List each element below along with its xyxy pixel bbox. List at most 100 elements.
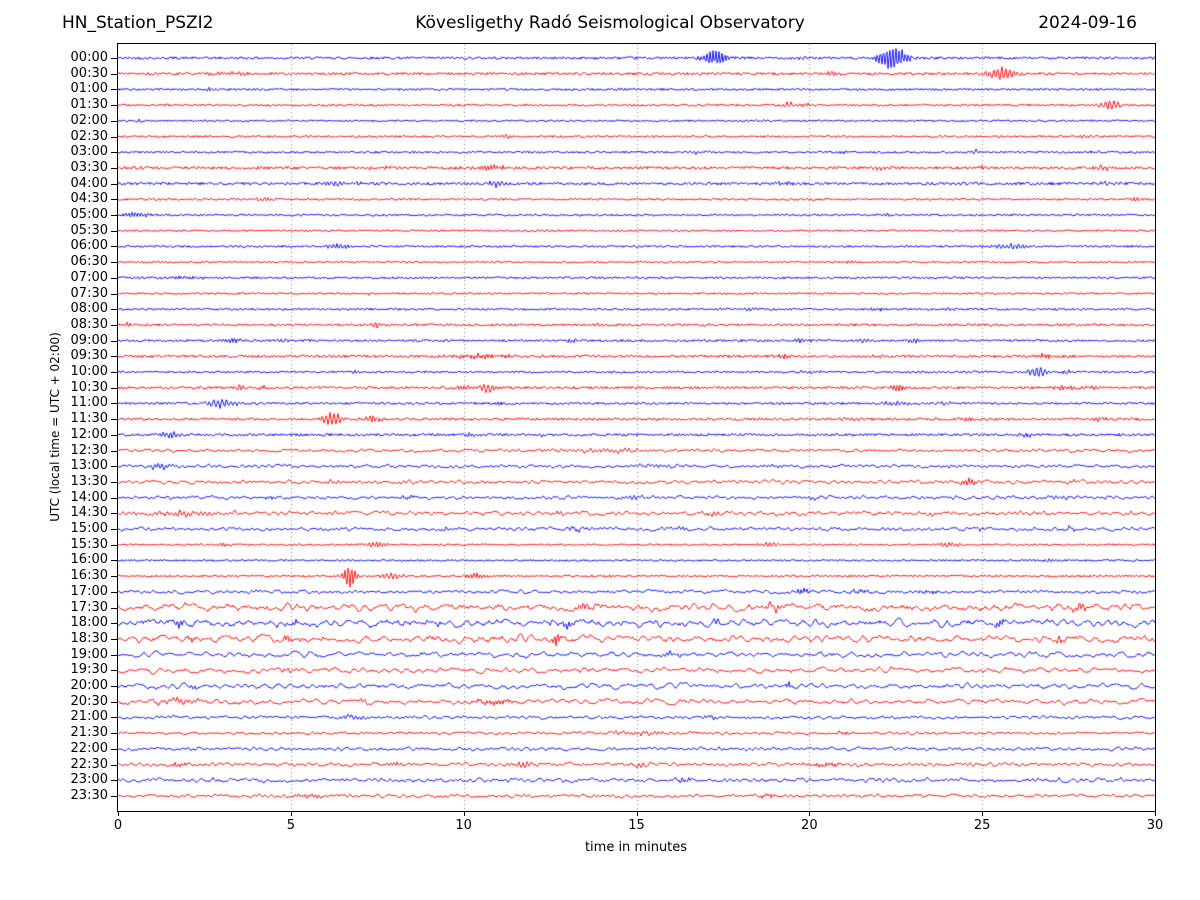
station-title: HN_Station_PSZI2: [62, 13, 214, 33]
y-tick-mark: [111, 356, 117, 358]
y-tick-label: 20:30: [70, 693, 108, 709]
x-tick-mark: [118, 811, 119, 816]
y-tick-label: 22:30: [70, 756, 108, 772]
y-tick-label: 00:00: [70, 50, 108, 65]
y-tick-label: 12:30: [70, 442, 108, 458]
y-tick-mark: [111, 764, 117, 766]
y-tick-label: 06:00: [70, 238, 108, 254]
y-tick-mark: [111, 529, 117, 530]
seismogram-canvas: [118, 44, 1155, 811]
y-tick-mark: [111, 403, 117, 405]
y-tick-mark: [111, 686, 117, 687]
y-tick-label: 08:30: [70, 316, 108, 332]
y-tick-label: 19:30: [70, 662, 108, 678]
y-tick-mark: [111, 262, 117, 264]
x-tick-label: 30: [1146, 818, 1164, 833]
y-tick-label: 15:00: [70, 521, 108, 536]
y-tick-mark: [111, 183, 117, 185]
plot-area: [117, 43, 1156, 812]
y-tick-mark: [111, 576, 117, 578]
y-tick-mark: [111, 230, 117, 232]
y-tick-mark: [111, 733, 117, 735]
y-tick-mark: [111, 795, 117, 797]
y-tick-mark: [111, 466, 117, 468]
y-tick-mark: [111, 73, 117, 75]
y-tick-label: 02:00: [70, 112, 108, 128]
y-tick-mark: [111, 419, 117, 421]
x-tick-label: 20: [801, 818, 818, 833]
y-tick-mark: [111, 372, 117, 373]
y-tick-label: 18:00: [70, 615, 108, 631]
y-tick-mark: [111, 167, 117, 169]
y-tick-label: 09:30: [70, 348, 108, 364]
x-tick-label: 0: [113, 818, 123, 833]
y-tick-mark: [111, 544, 117, 546]
y-tick-mark: [111, 717, 117, 719]
y-tick-label: 12:00: [70, 426, 108, 442]
x-tick-mark: [290, 811, 292, 816]
y-tick-mark: [111, 623, 117, 625]
y-tick-mark: [111, 199, 117, 201]
y-tick-mark: [111, 152, 117, 154]
y-tick-label: 17:30: [70, 599, 108, 615]
y-tick-mark: [111, 638, 117, 640]
y-tick-label: 09:00: [70, 332, 108, 348]
y-tick-mark: [111, 58, 117, 59]
y-tick-label: 07:00: [70, 269, 108, 285]
y-tick-label: 05:00: [70, 207, 108, 222]
y-tick-label: 04:30: [70, 191, 108, 207]
x-tick-label: 25: [973, 818, 991, 833]
y-tick-mark: [111, 513, 117, 515]
y-tick-label: 00:30: [70, 65, 108, 81]
y-tick-mark: [111, 277, 117, 279]
y-tick-label: 11:00: [70, 395, 108, 411]
y-tick-mark: [111, 89, 117, 91]
y-tick-mark: [111, 246, 117, 248]
y-tick-mark: [111, 136, 117, 138]
y-tick-mark: [111, 120, 117, 122]
y-tick-label: 21:00: [70, 709, 108, 725]
x-tick-mark: [1155, 811, 1156, 816]
y-tick-label: 07:30: [70, 285, 108, 301]
y-tick-label: 14:30: [70, 505, 108, 521]
y-tick-label: 10:00: [70, 364, 108, 379]
y-tick-label: 05:30: [70, 222, 108, 238]
y-tick-label: 03:30: [70, 159, 108, 175]
y-tick-label: 17:00: [70, 583, 108, 599]
x-tick-mark: [809, 811, 811, 816]
x-tick-label: 5: [286, 818, 295, 833]
y-tick-label: 11:30: [70, 411, 108, 427]
y-tick-mark: [111, 701, 117, 703]
y-tick-mark: [111, 560, 117, 562]
y-tick-mark: [111, 387, 117, 389]
y-tick-mark: [111, 340, 117, 342]
y-tick-label: 01:00: [70, 81, 108, 97]
y-tick-mark: [111, 481, 117, 483]
y-tick-label: 13:30: [70, 473, 108, 489]
y-tick-label: 18:30: [70, 630, 108, 646]
y-tick-mark: [111, 670, 117, 672]
y-tick-label: 21:30: [70, 725, 108, 741]
y-tick-mark: [111, 309, 117, 311]
y-tick-label: 04:00: [70, 175, 108, 191]
y-tick-label: 20:00: [70, 678, 108, 693]
y-tick-mark: [111, 324, 117, 326]
y-tick-label: 13:00: [70, 458, 108, 474]
x-tick-mark: [463, 811, 465, 816]
date-title: 2024-09-16: [1038, 13, 1137, 33]
x-tick-mark: [636, 811, 638, 816]
x-tick-label: 15: [628, 818, 645, 833]
observatory-title: Kövesligethy Radó Seismological Observat…: [415, 13, 805, 33]
x-tick-label: 10: [455, 818, 472, 833]
y-tick-mark: [111, 215, 117, 216]
y-tick-mark: [111, 748, 117, 750]
y-tick-label: 01:30: [70, 97, 108, 113]
y-tick-label: 19:00: [70, 646, 108, 662]
x-axis-title: time in minutes: [584, 840, 688, 855]
y-tick-label: 15:30: [70, 536, 108, 552]
y-tick-mark: [111, 654, 117, 656]
y-tick-label: 03:00: [70, 144, 108, 160]
y-tick-mark: [111, 607, 117, 609]
y-tick-label: 23:30: [70, 787, 108, 803]
